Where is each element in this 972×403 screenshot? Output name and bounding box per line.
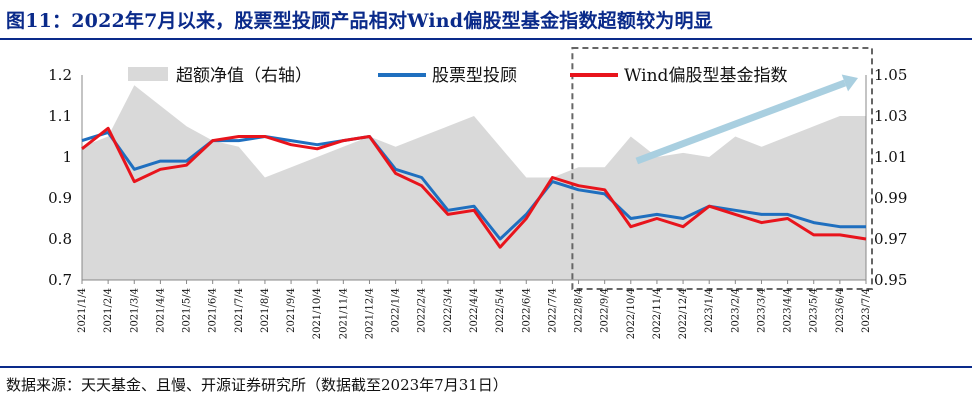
x-tick-label: 2022/2/4	[417, 288, 428, 333]
x-tick-label: 2022/6/4	[521, 288, 532, 333]
x-tick-label: 2021/7/4	[234, 288, 245, 333]
x-tick-label: 2021/5/4	[182, 288, 193, 333]
x-tick-label: 2021/12/4	[364, 288, 375, 339]
x-tick-label: 2023/7/4	[861, 288, 872, 333]
legend-label-0: 超额净值（右轴）	[176, 66, 312, 86]
legend: 超额净值（右轴） 股票型投顾 Wind偏股型基金指数	[128, 66, 787, 86]
y-right-tick-label: 0.99	[874, 189, 907, 207]
excess-area-layer	[82, 85, 866, 280]
y-left-tick-label: 0.7	[48, 271, 72, 289]
annotation-layer	[571, 47, 874, 290]
trend-arrow-shaft	[635, 79, 847, 165]
x-tick-label: 2022/10/4	[626, 288, 637, 339]
legend-label-2: Wind偏股型基金指数	[624, 66, 787, 86]
x-tick-label: 2022/4/4	[469, 288, 480, 333]
y-right-tick-label: 1.01	[874, 148, 907, 166]
x-tick-label: 2022/11/4	[652, 288, 663, 339]
x-tick-label: 2023/1/4	[704, 288, 715, 333]
x-tick-label: 2021/3/4	[129, 288, 140, 333]
x-tick-label: 2021/1/4	[77, 288, 88, 333]
x-tick-label: 2022/1/4	[391, 288, 402, 333]
y-right-tick-label: 1.03	[874, 107, 907, 125]
chart: 超额净值（右轴） 股票型投顾 Wind偏股型基金指数 0.7 0.8 0.9 1 1.1 1.…	[48, 47, 907, 339]
x-tick-label: 2022/7/4	[547, 288, 558, 333]
axes-layer	[81, 75, 867, 284]
x-tick-label: 2021/11/4	[338, 288, 349, 339]
x-tick-label: 2022/5/4	[495, 288, 506, 333]
trend-arrow-head	[841, 74, 858, 92]
legend-swatch-excess	[128, 67, 168, 81]
y-right-tick-label: 0.95	[874, 271, 907, 289]
source-rule	[0, 366, 972, 368]
x-tick-label: 2021/4/4	[155, 288, 166, 333]
y-left-tick-label: 0.8	[48, 230, 72, 248]
legend-label-1: 股票型投顾	[432, 66, 517, 86]
x-tick-label: 2021/8/4	[260, 288, 271, 333]
y-right-tick-label: 0.97	[874, 230, 907, 248]
x-tick-label: 2021/6/4	[208, 288, 219, 333]
x-tick-label: 2023/6/4	[835, 288, 846, 333]
y-left-tick-label: 1.1	[48, 107, 72, 125]
tick-labels: 0.7 0.8 0.9 1 1.1 1.2 0.95 0.97 0.99 1.01 1.03 1.05…	[48, 66, 907, 339]
x-tick-label: 2021/9/4	[286, 288, 297, 333]
y-left-tick-label: 1.2	[48, 66, 72, 84]
x-tick-label: 2023/4/4	[783, 288, 794, 333]
chart-title: 图11：2022年7月以来，股票型投顾产品相对Wind偏股型基金指数超额较为明显	[6, 10, 713, 32]
x-tick-label: 2023/2/4	[730, 288, 741, 333]
x-tick-label: 2022/9/4	[600, 288, 611, 333]
highlight-dashed-box	[571, 47, 874, 290]
x-tick-label: 2021/2/4	[103, 288, 114, 333]
x-tick-label: 2023/3/4	[756, 288, 767, 333]
x-tick-label: 2023/5/4	[809, 288, 820, 333]
y-left-tick-label: 1	[62, 148, 72, 166]
x-tick-label: 2022/3/4	[443, 288, 454, 333]
title-rule	[0, 38, 972, 40]
y-left-tick-label: 0.9	[48, 189, 72, 207]
series-line-2	[81, 126, 867, 249]
series-area-excess	[82, 85, 866, 280]
y-right-tick-label: 1.05	[874, 66, 907, 84]
x-tick-label: 2022/8/4	[574, 288, 585, 333]
x-tick-label: 2022/12/4	[678, 288, 689, 339]
x-tick-label: 2021/10/4	[312, 288, 323, 339]
source-note: 数据来源：天天基金、且慢、开源证券研究所（数据截至2023年7月31日）	[6, 376, 508, 394]
series-layer	[81, 126, 867, 249]
